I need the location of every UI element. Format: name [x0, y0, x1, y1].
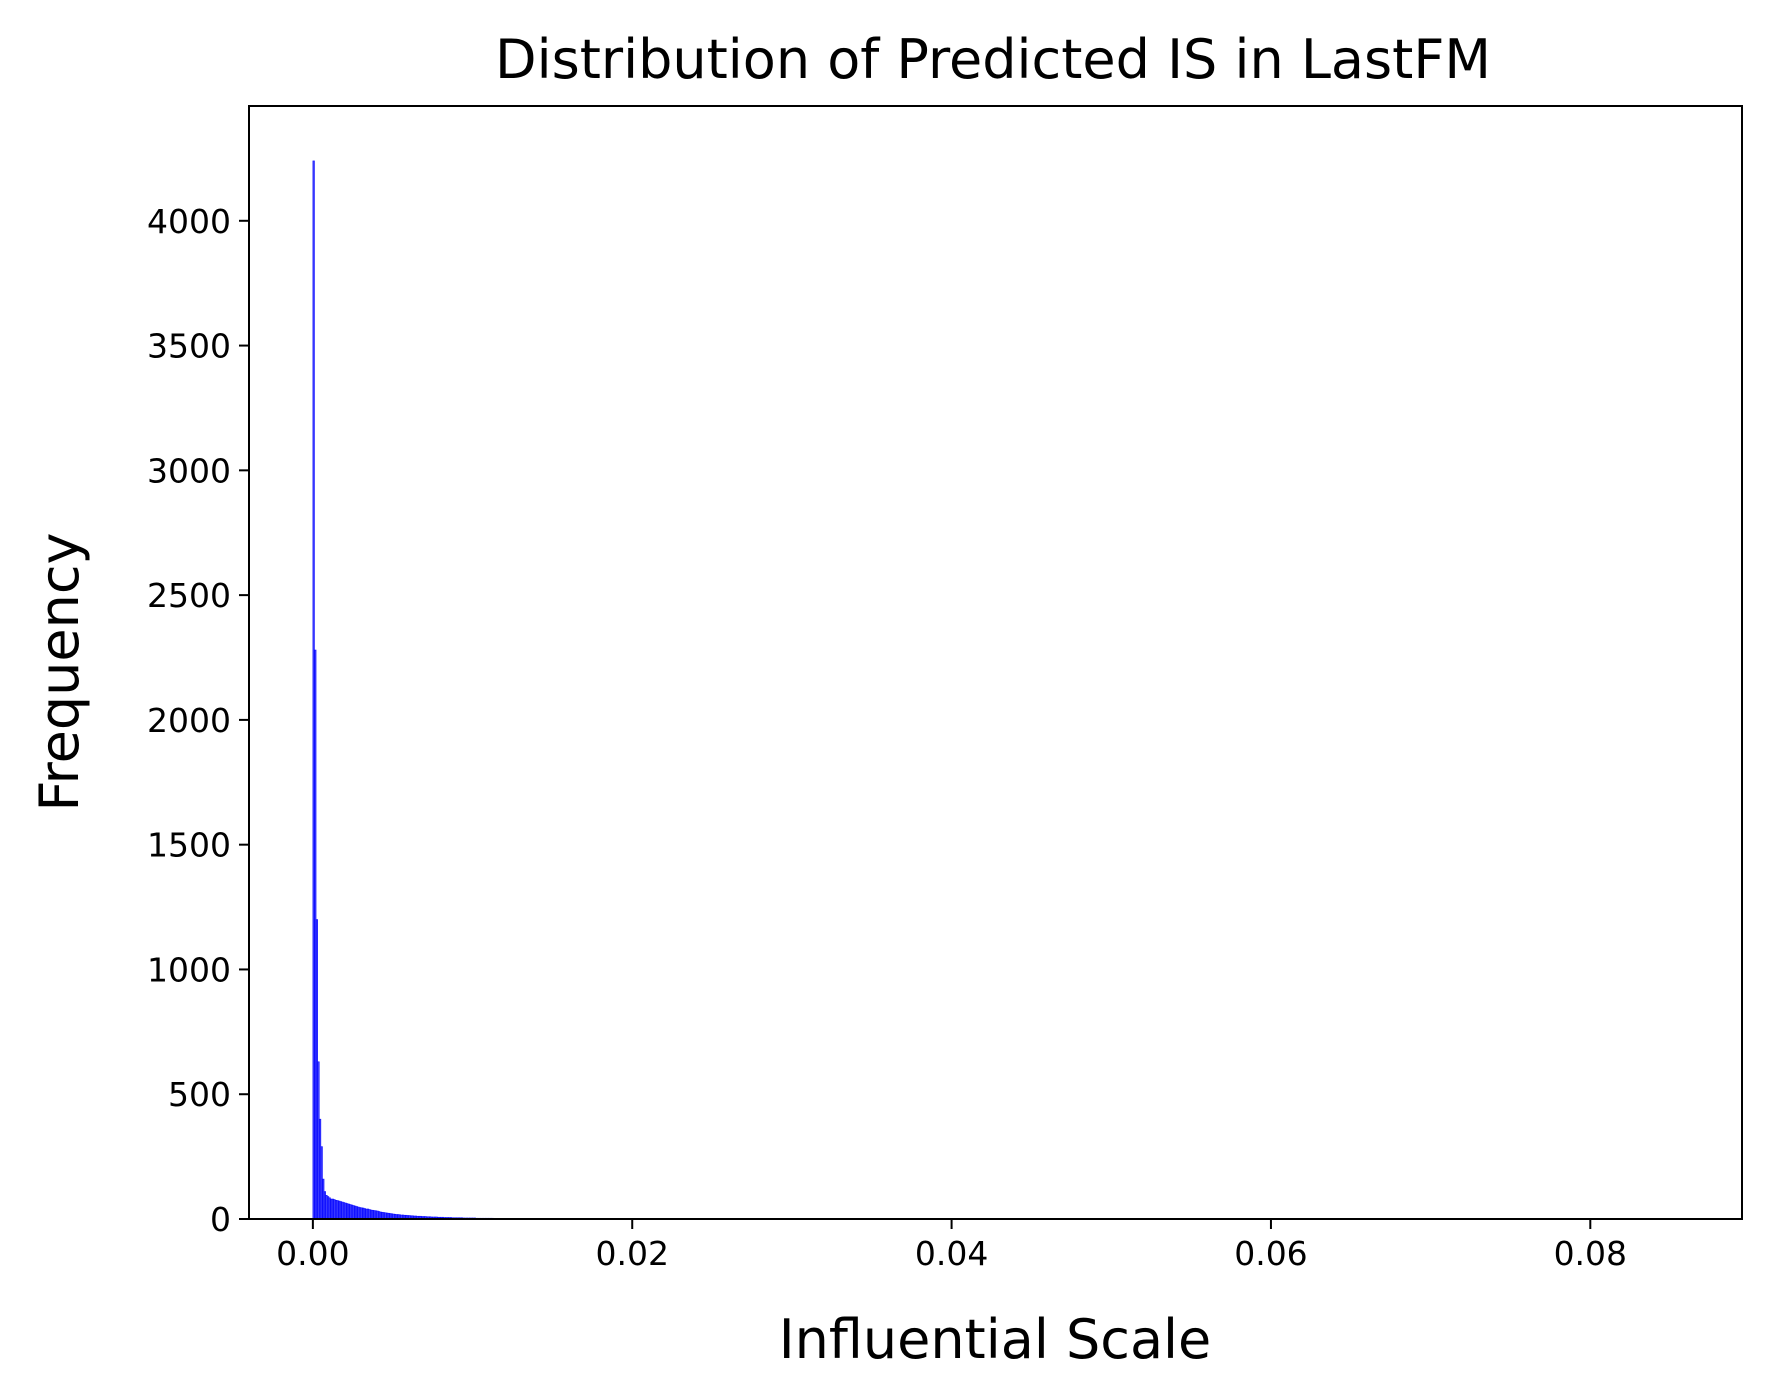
y-axis-ticks: 0 500 1000 1500 2000 2500 3000 3500 4000 [147, 202, 249, 1239]
x-tick-label: 0.02 [595, 1234, 668, 1273]
plot-frame [248, 105, 1743, 1220]
x-tick-label: 0.00 [276, 1234, 349, 1273]
y-tick-label: 1000 [147, 950, 231, 989]
y-tick-label: 1500 [147, 826, 231, 865]
x-axis-ticks: 0.00 0.02 0.04 0.06 0.08 [276, 1219, 1627, 1273]
histogram-bars [312, 160, 649, 1220]
y-axis-label: Frequency [28, 533, 91, 812]
y-tick-label: 2500 [147, 576, 231, 615]
y-tick-label: 4000 [147, 202, 231, 241]
y-tick-label: 2000 [147, 701, 231, 740]
x-tick-label: 0.04 [915, 1234, 988, 1273]
y-tick-label: 500 [168, 1075, 231, 1114]
chart-title: Distribution of Predicted IS in LastFM [495, 28, 1491, 91]
y-tick-label: 0 [210, 1200, 231, 1239]
y-tick-label: 3500 [147, 327, 231, 366]
x-tick-label: 0.06 [1234, 1234, 1307, 1273]
y-tick-label: 3000 [147, 451, 231, 490]
x-axis-label: Influential Scale [779, 1308, 1212, 1371]
x-tick-label: 0.08 [1554, 1234, 1627, 1273]
